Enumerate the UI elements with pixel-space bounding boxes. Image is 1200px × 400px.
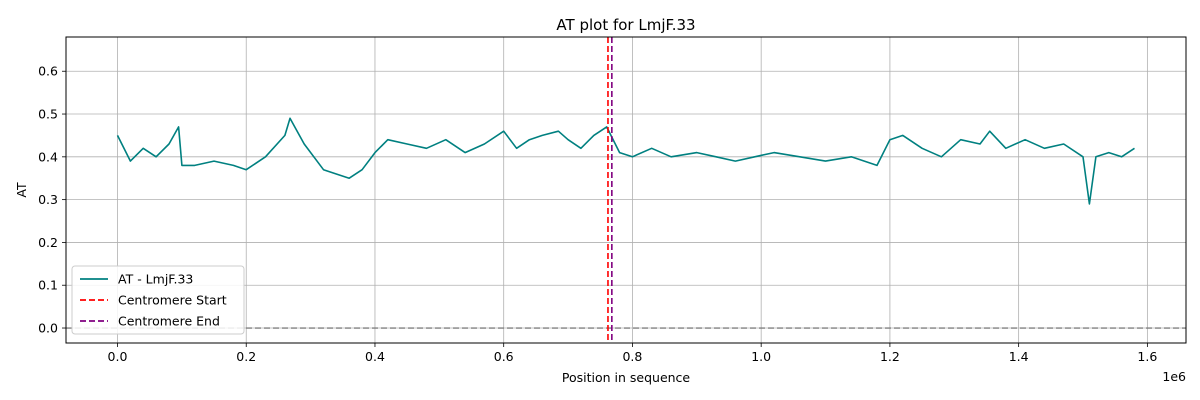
x-tick-label: 0.6 [494, 349, 514, 364]
legend-box [71, 265, 245, 335]
grid [66, 37, 1186, 343]
plot-series [116, 117, 1135, 205]
x-tick-label: 0.8 [622, 349, 642, 364]
centromere-lines [607, 37, 613, 343]
legend-label: Centromere Start [118, 293, 227, 308]
y-tick-label: 0.5 [38, 107, 58, 122]
chart-title: AT plot for LmjF.33 [556, 16, 695, 34]
x-axis-offset-label: 1e6 [1162, 369, 1186, 384]
y-tick-label: 0.4 [38, 149, 58, 164]
legend-label: AT - LmjF.33 [118, 272, 193, 287]
y-axis-ticks: 0.0 0.1 0.2 0.3 0.4 0.5 0.6 [38, 64, 66, 336]
x-tick-label: 1.0 [751, 349, 771, 364]
x-tick-label: 0.0 [108, 349, 128, 364]
x-tick-label: 1.2 [880, 349, 900, 364]
x-axis-ticks: 0.0 0.2 0.4 0.6 0.8 1.0 1.2 1.4 1.6 [108, 343, 1157, 364]
y-tick-label: 0.3 [38, 192, 58, 207]
y-tick-label: 0.1 [38, 278, 58, 293]
plot-frame [65, 36, 1187, 344]
y-axis-label: AT [14, 182, 29, 198]
legend-label: Centromere End [118, 314, 220, 329]
y-tick-label: 0.2 [38, 235, 58, 250]
x-tick-label: 0.2 [236, 349, 256, 364]
x-tick-label: 0.4 [365, 349, 385, 364]
y-tick-label: 0.6 [38, 64, 58, 79]
x-tick-label: 1.6 [1137, 349, 1157, 364]
at-series-line [116, 117, 1135, 205]
x-axis-label: Position in sequence [562, 370, 691, 385]
legend: AT - LmjF.33 Centromere Start Centromere E… [71, 265, 245, 335]
x-tick-label: 1.4 [1009, 349, 1029, 364]
y-tick-label: 0.0 [38, 321, 58, 336]
